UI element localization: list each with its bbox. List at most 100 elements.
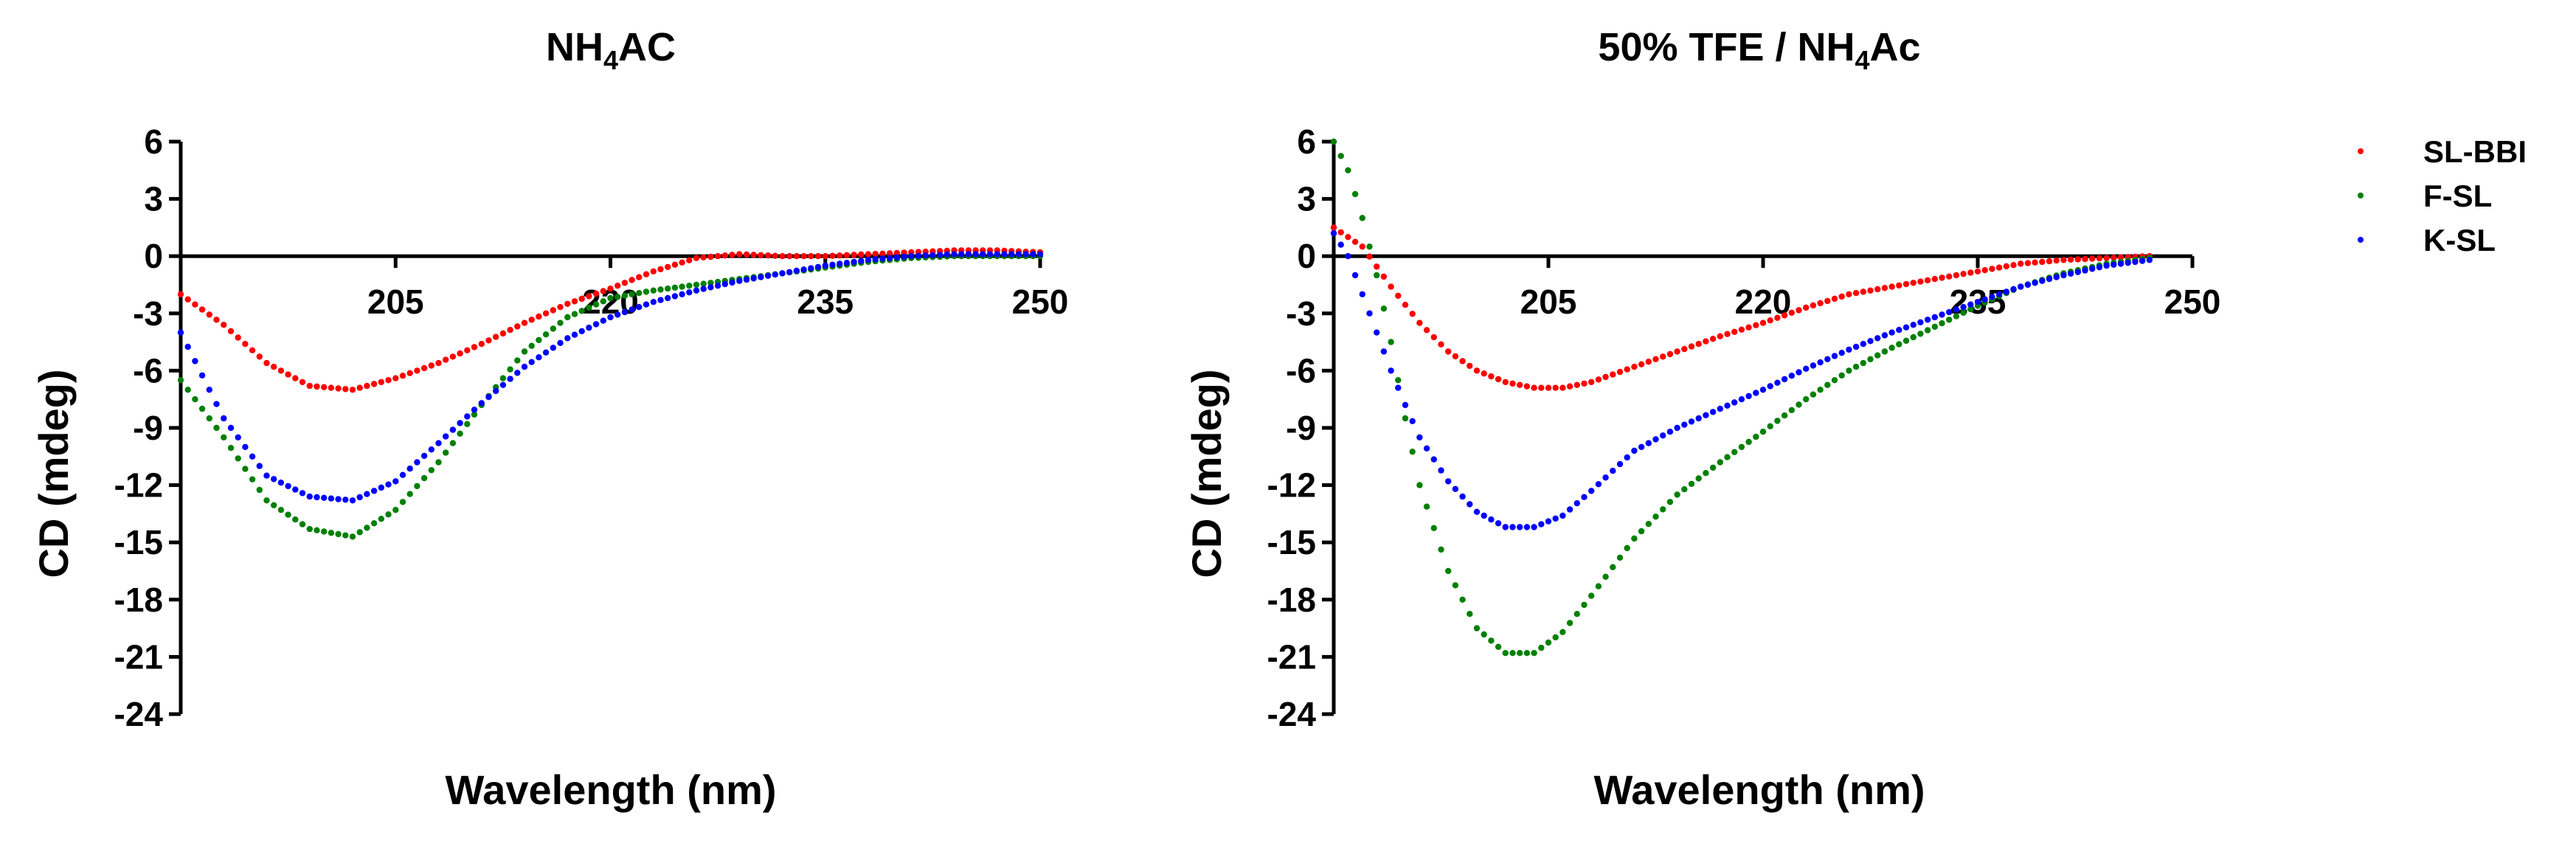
data-point-k-sl [184, 343, 191, 350]
data-point-k-sl [1631, 447, 1638, 454]
data-point-k-sl [1488, 516, 1495, 523]
data-point-f-sl [1416, 482, 1423, 488]
data-point-k-sl [600, 317, 606, 324]
data-point-k-sl [829, 261, 836, 268]
data-point-sl-bbi [499, 330, 507, 337]
data-point-sl-bbi [793, 253, 800, 260]
data-point-sl-bbi [865, 251, 872, 257]
data-point-sl-bbi [1867, 287, 1874, 294]
data-point-k-sl [886, 255, 893, 261]
data-point-f-sl [1939, 320, 1945, 327]
data-point-f-sl [1531, 650, 1537, 657]
data-point-k-sl [1588, 488, 1595, 494]
data-point-k-sl [1788, 373, 1795, 379]
data-point-f-sl [399, 499, 406, 505]
y-tick-label: -9 [1286, 409, 1316, 447]
data-point-sl-bbi [851, 252, 857, 258]
data-point-k-sl [758, 274, 764, 280]
legend-marker [2358, 193, 2364, 198]
data-point-f-sl [1817, 387, 1824, 393]
data-points [177, 247, 1044, 540]
data-point-k-sl [1337, 241, 1344, 248]
data-point-f-sl [285, 511, 291, 518]
data-point-sl-bbi [1345, 234, 1351, 240]
data-point-k-sl [277, 480, 285, 486]
data-point-sl-bbi [1846, 291, 1852, 298]
data-point-sl-bbi [636, 274, 643, 280]
data-point-f-sl [321, 528, 328, 535]
data-point-f-sl [536, 336, 542, 344]
data-point-f-sl [349, 533, 356, 540]
x-tick-label: 235 [797, 283, 854, 321]
x-tick-label: 205 [1520, 283, 1577, 321]
data-point-f-sl [1523, 650, 1531, 657]
data-point-f-sl [1666, 499, 1674, 505]
data-point-k-sl [564, 335, 571, 342]
x-tick-label: 205 [367, 283, 424, 321]
data-point-f-sl [242, 466, 249, 472]
data-point-f-sl [1445, 567, 1452, 575]
data-point-f-sl [1931, 323, 1938, 330]
data-point-k-sl [493, 387, 499, 395]
data-point-f-sl [1767, 423, 1773, 429]
data-point-k-sl [1015, 251, 1022, 257]
data-point-f-sl [1852, 364, 1860, 370]
panel-tfe-nh4ac: 50% TFE / NH4Ac 6 3 0 -3 -6 -9 -12 -15 -18 -21 -24… [1183, 25, 2220, 813]
y-tick-label: 3 [1297, 180, 1316, 218]
x-axis-label: Wavelength (nm) [445, 766, 776, 813]
data-point-k-sl [1423, 445, 1430, 451]
data-point-k-sl [1445, 478, 1452, 485]
data-point-sl-bbi [206, 311, 212, 318]
data-point-k-sl [650, 299, 657, 305]
data-point-k-sl [536, 354, 542, 361]
data-point-k-sl [1803, 365, 1810, 372]
data-point-k-sl [1467, 501, 1473, 508]
data-point-sl-bbi [1402, 302, 1409, 308]
data-point-f-sl [1796, 401, 1802, 408]
data-point-k-sl [1581, 494, 1588, 500]
data-point-k-sl [2039, 277, 2046, 284]
data-point-sl-bbi [536, 313, 542, 320]
data-point-k-sl [879, 255, 886, 262]
data-point-k-sl [242, 443, 249, 451]
data-point-sl-bbi [2032, 259, 2038, 266]
data-point-sl-bbi [1666, 350, 1674, 358]
data-point-sl-bbi [507, 327, 513, 333]
data-point-sl-bbi [1917, 278, 1924, 285]
data-point-sl-bbi [1495, 375, 1502, 383]
data-point-k-sl [951, 251, 958, 257]
data-point-f-sl [629, 291, 635, 298]
data-point-f-sl [679, 283, 685, 290]
data-point-k-sl [213, 401, 220, 407]
data-point-sl-bbi [764, 252, 772, 259]
data-point-sl-bbi [1967, 269, 1974, 276]
data-point-k-sl [2003, 288, 2009, 295]
data-point-f-sl [1473, 625, 1481, 631]
data-point-k-sl [1509, 524, 1516, 530]
data-point-sl-bbi [665, 263, 671, 271]
data-point-k-sl [621, 308, 629, 316]
data-point-f-sl [557, 319, 564, 326]
data-point-k-sl [392, 478, 399, 485]
data-point-f-sl [1688, 480, 1695, 488]
data-point-sl-bbi [321, 384, 328, 390]
data-point-sl-bbi [2039, 258, 2046, 266]
data-point-f-sl [1495, 643, 1502, 650]
y-tick-label: -12 [114, 466, 163, 505]
data-point-f-sl [1902, 337, 1910, 345]
data-point-k-sl [1538, 521, 1545, 527]
data-point-sl-bbi [521, 319, 528, 326]
data-point-sl-bbi [1531, 384, 1537, 391]
data-point-sl-bbi [443, 356, 449, 363]
data-point-k-sl [1981, 296, 1988, 302]
data-point-sl-bbi [1931, 276, 1938, 283]
data-point-k-sl [1724, 402, 1731, 409]
data-point-f-sl [206, 415, 212, 422]
data-point-k-sl [1824, 356, 1831, 363]
data-point-f-sl [428, 467, 434, 474]
data-point-f-sl [1588, 592, 1595, 599]
data-point-f-sl [1838, 372, 1845, 379]
data-point-k-sl [528, 359, 535, 365]
data-point-sl-bbi [1488, 373, 1495, 380]
